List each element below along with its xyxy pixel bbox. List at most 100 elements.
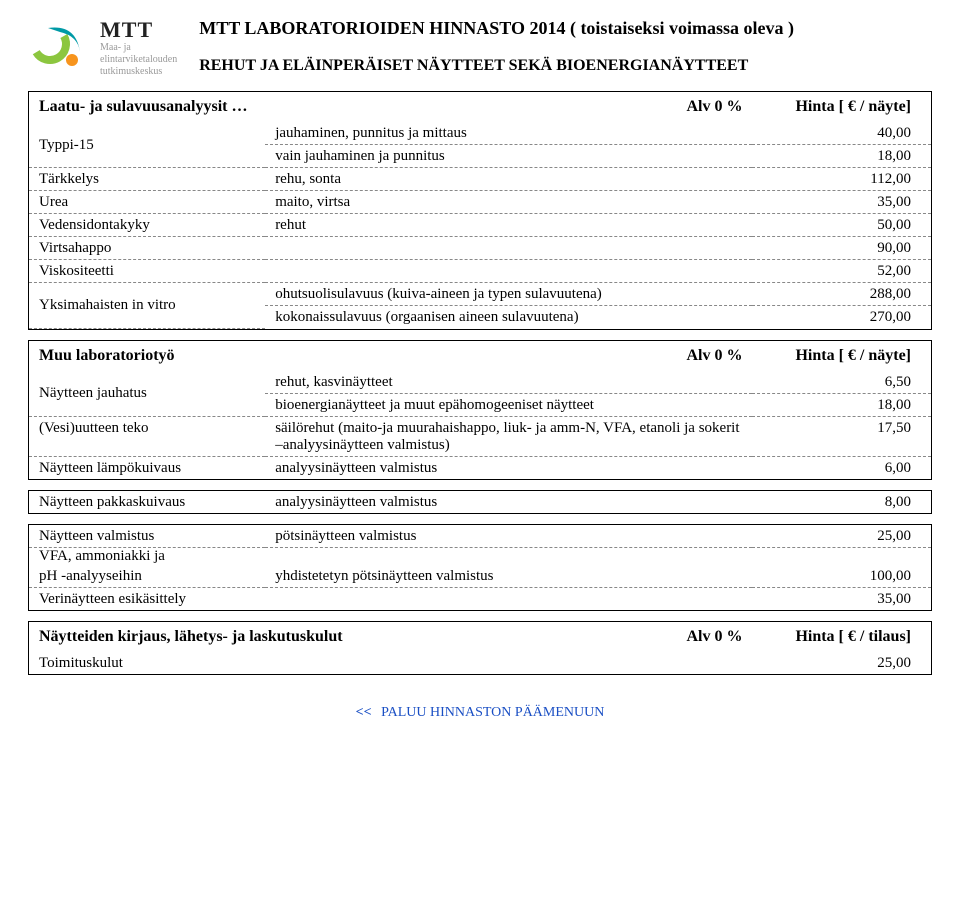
table-section2: Muu laboratoriotyö Alv 0 % Hinta [ € / n… [29, 341, 931, 479]
row-label: Näytteen pakkaskuivaus [29, 491, 265, 513]
row-description [265, 587, 752, 610]
section5-heading-left: Näytteiden kirjaus, lähetys- ja laskutus… [29, 622, 516, 652]
footer-link-text: PALUU HINNASTON PÄÄMENUUN [381, 705, 604, 720]
row-price [752, 547, 931, 565]
row-price: 25,00 [752, 652, 931, 674]
row-label: Yksimahaisten in vitro [29, 283, 265, 329]
logo-main: MTT [100, 19, 177, 41]
row-price: 270,00 [752, 306, 931, 329]
row-price: 25,00 [752, 525, 931, 548]
row-description: bioenergianäytteet ja muut epähomogeenis… [265, 393, 752, 416]
row-label: Urea [29, 191, 265, 214]
section5-heading-right: Hinta [ € / tilaus] [752, 622, 931, 652]
table-row: Virtsahappo 90,00 [29, 237, 931, 260]
row-description [516, 652, 752, 674]
row-label: Näytteen lämpökuivaus [29, 456, 265, 479]
row-description: analyysinäytteen valmistus [265, 491, 752, 513]
row-description: vain jauhaminen ja punnitus [265, 145, 752, 168]
row-description: säilörehut (maito-ja muurahaishappo, liu… [265, 416, 752, 456]
row-price: 18,00 [752, 145, 931, 168]
chevron-left-icon: << [356, 705, 372, 720]
row-label: Näytteen valmistus [29, 525, 265, 548]
logo-sub1: Maa- ja [100, 43, 177, 53]
row-price: 100,00 [752, 565, 931, 588]
row-price: 288,00 [752, 283, 931, 306]
row-price: 17,50 [752, 416, 931, 456]
section-freeze-dry: Näytteen pakkaskuivausanalyysinäytteen v… [28, 490, 932, 514]
row-price: 35,00 [752, 191, 931, 214]
section-other-labwork: Muu laboratoriotyö Alv 0 % Hinta [ € / n… [28, 340, 932, 480]
row-description: yhdistetetyn pötsinäytteen valmistus [265, 565, 752, 588]
logo: MTT Maa- ja elintarviketalouden tutkimus… [28, 14, 177, 81]
row-description: analyysinäytteen valmistus [265, 456, 752, 479]
row-label: Toimituskulut [29, 652, 516, 674]
row-label: Tärkkelys [29, 168, 265, 191]
row-label: Virtsahappo [29, 237, 265, 260]
table-row: Näytteen valmistuspötsinäytteen valmistu… [29, 525, 931, 548]
section2-heading-mid: Alv 0 % [265, 341, 752, 371]
row-description [265, 260, 752, 283]
row-description [265, 547, 752, 565]
row-price: 6,00 [752, 456, 931, 479]
row-label: (Vesi)uutteen teko [29, 416, 265, 456]
row-label: VFA, ammoniakki ja [29, 547, 265, 565]
row-price: 40,00 [752, 122, 931, 145]
row-description: rehut [265, 214, 752, 237]
logo-sub2: elintarviketalouden [100, 55, 177, 65]
row-price: 52,00 [752, 260, 931, 283]
table-row: Näytteen pakkaskuivausanalyysinäytteen v… [29, 491, 931, 513]
row-description: maito, virtsa [265, 191, 752, 214]
page: MTT Maa- ja elintarviketalouden tutkimus… [0, 0, 960, 745]
section2-heading-right: Hinta [ € / näyte] [752, 341, 931, 371]
row-price: 90,00 [752, 237, 931, 260]
table-row: VFA, ammoniakki ja [29, 547, 931, 565]
section-shipping-billing: Näytteiden kirjaus, lähetys- ja laskutus… [28, 621, 932, 675]
row-label: pH -analyyseihin [29, 565, 265, 588]
row-description [265, 237, 752, 260]
section1-heading-mid: Alv 0 % [265, 92, 752, 122]
mtt-logo-icon [28, 14, 90, 81]
logo-text: MTT Maa- ja elintarviketalouden tutkimus… [100, 19, 177, 77]
back-to-main-menu-link[interactable]: << PALUU HINNASTON PÄÄMENUUN [28, 705, 932, 721]
row-label: Verinäytteen esikäsittely [29, 587, 265, 610]
table-row: Näytteen jauhatusrehut, kasvinäytteet6,5… [29, 371, 931, 394]
row-price: 112,00 [752, 168, 931, 191]
table-row: Yksimahaisten in vitroohutsuolisulavuus … [29, 283, 931, 306]
section2-heading-left: Muu laboratoriotyö [29, 341, 265, 371]
table-row: pH -analyyseihinyhdistetetyn pötsinäytte… [29, 565, 931, 588]
section-quality-digestibility: Laatu- ja sulavuusanalyysit … Alv 0 % Hi… [28, 91, 932, 330]
section5-heading-mid: Alv 0 % [516, 622, 752, 652]
table-row: Viskositeetti 52,00 [29, 260, 931, 283]
table-row: Tärkkelysrehu, sonta112,00 [29, 168, 931, 191]
row-label: Typpi-15 [29, 122, 265, 168]
row-price: 35,00 [752, 587, 931, 610]
header: MTT Maa- ja elintarviketalouden tutkimus… [28, 14, 932, 81]
table-section4: Näytteen valmistuspötsinäytteen valmistu… [29, 525, 931, 610]
table-row: Verinäytteen esikäsittely 35,00 [29, 587, 931, 610]
table-section1: Laatu- ja sulavuusanalyysit … Alv 0 % Hi… [29, 92, 931, 329]
table-row: (Vesi)uutteen tekosäilörehut (maito-ja m… [29, 416, 931, 456]
section1-heading-right: Hinta [ € / näyte] [752, 92, 931, 122]
header-titles: MTT LABORATORIOIDEN HINNASTO 2014 ( tois… [199, 14, 932, 75]
page-subtitle: REHUT JA ELÄINPERÄISET NÄYTTEET SEKÄ BIO… [199, 57, 932, 75]
row-description: jauhaminen, punnitus ja mittaus [265, 122, 752, 145]
table-row: Typpi-15jauhaminen, punnitus ja mittaus4… [29, 122, 931, 145]
section-sample-prep: Näytteen valmistuspötsinäytteen valmistu… [28, 524, 932, 611]
row-price: 8,00 [752, 491, 931, 513]
row-price: 6,50 [752, 371, 931, 394]
table-row: Toimituskulut 25,00 [29, 652, 931, 674]
table-row: Ureamaito, virtsa35,00 [29, 191, 931, 214]
table-section5: Näytteiden kirjaus, lähetys- ja laskutus… [29, 622, 931, 674]
row-description: pötsinäytteen valmistus [265, 525, 752, 548]
table-row: Vedensidontakykyrehut50,00 [29, 214, 931, 237]
row-price: 18,00 [752, 393, 931, 416]
row-description: kokonaissulavuus (orgaanisen aineen sula… [265, 306, 752, 329]
row-label: Viskositeetti [29, 260, 265, 283]
row-description: rehut, kasvinäytteet [265, 371, 752, 394]
row-description: ohutsuolisulavuus (kuiva-aineen ja typen… [265, 283, 752, 306]
row-price: 50,00 [752, 214, 931, 237]
section1-heading-left: Laatu- ja sulavuusanalyysit … [29, 92, 265, 122]
row-label: Näytteen jauhatus [29, 371, 265, 417]
page-title: MTT LABORATORIOIDEN HINNASTO 2014 ( tois… [199, 18, 932, 39]
row-label: Vedensidontakyky [29, 214, 265, 237]
